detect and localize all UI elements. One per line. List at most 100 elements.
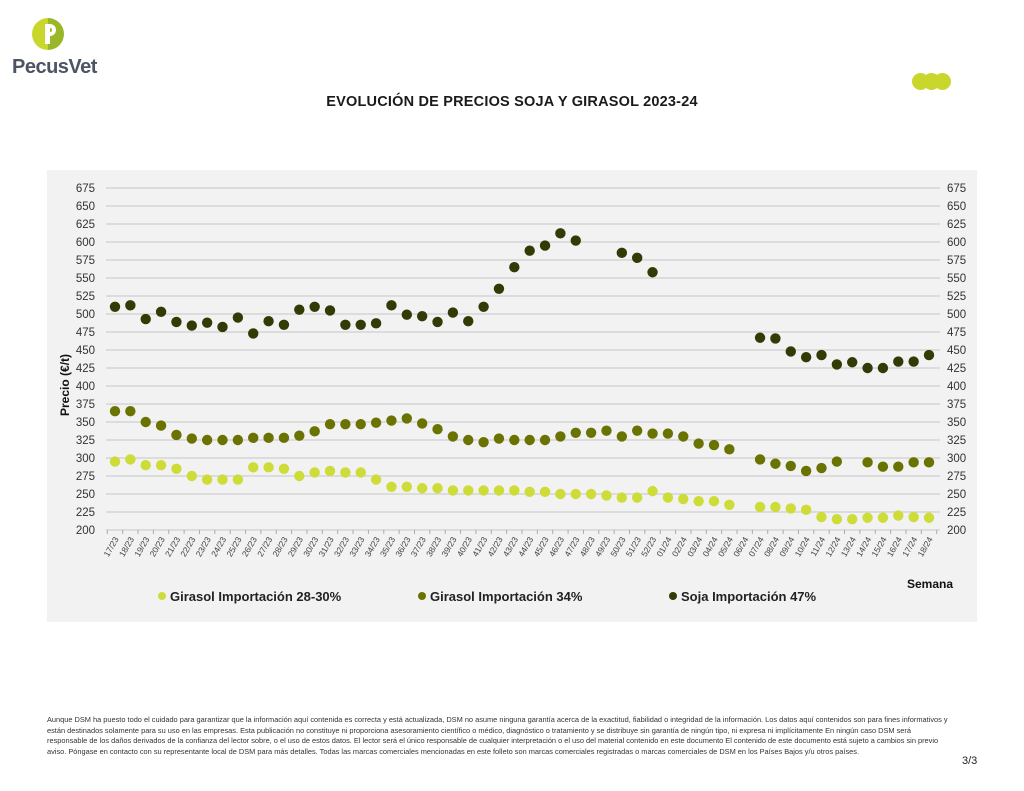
series-2 (109, 406, 935, 477)
y-tick-label: 550 (76, 273, 95, 285)
data-point (171, 316, 182, 328)
y-axis-left: 200 225 250 275 300 325 350 375 400 425 450 475 500 5… (76, 183, 95, 537)
y-tick-label-right: 675 (947, 183, 966, 195)
data-point (631, 252, 643, 264)
data-point (831, 456, 843, 467)
legend-label: Soja Importación 47% (681, 589, 817, 604)
data-point (478, 301, 489, 312)
data-point (877, 461, 889, 472)
data-point (355, 319, 366, 330)
data-point (616, 247, 628, 258)
data-point (232, 434, 244, 446)
data-point (386, 415, 397, 426)
data-point (217, 434, 228, 446)
logo-p-icon (32, 18, 64, 50)
x-tick-label: 10/24 (793, 535, 812, 559)
y-tick-label-right: 650 (947, 201, 966, 213)
y-tick-label: 250 (76, 489, 95, 501)
x-axis-label: Semana (907, 577, 953, 591)
data-point (816, 462, 827, 474)
data-point (785, 460, 796, 472)
y-tick-label-right: 525 (947, 291, 966, 303)
data-point (278, 463, 290, 474)
data-point (555, 431, 566, 442)
x-axis: 17/2318/2319/2320/2321/2322/2323/2324/23… (101, 530, 938, 559)
legend: Girasol Importación 28-30% Girasol Import… (158, 589, 817, 604)
data-point (478, 485, 489, 496)
data-point (248, 462, 259, 473)
data-point (155, 306, 167, 318)
data-point (893, 510, 904, 521)
decorative-dots-icon (912, 73, 962, 91)
data-point (140, 313, 151, 325)
data-point (862, 512, 873, 523)
data-point (908, 511, 919, 523)
data-point (263, 432, 274, 444)
data-point (201, 474, 213, 485)
data-point (401, 309, 413, 320)
data-point (478, 436, 489, 448)
legend-label: Girasol Importación 34% (430, 589, 583, 604)
y-tick-label-right: 550 (947, 273, 966, 285)
y-tick-label: 525 (76, 291, 95, 303)
data-point (309, 467, 320, 478)
data-point (370, 474, 382, 485)
data-point (155, 420, 167, 431)
data-point (309, 301, 320, 312)
data-point (416, 310, 428, 322)
y-tick-label-right: 300 (947, 453, 966, 465)
data-point (509, 485, 520, 496)
data-point (340, 418, 351, 430)
data-point (601, 490, 612, 501)
y-tick-label: 575 (76, 255, 95, 267)
y-tick-label-right: 500 (947, 309, 966, 321)
y-tick-label: 625 (76, 219, 95, 231)
series-1 (109, 454, 935, 525)
data-point (923, 457, 935, 468)
data-point (263, 316, 274, 327)
data-point (109, 301, 121, 312)
data-point (601, 425, 612, 436)
data-point (570, 427, 581, 438)
data-point (831, 359, 843, 370)
data-point (631, 425, 643, 436)
data-point (294, 430, 305, 441)
data-point (370, 318, 382, 329)
data-point (923, 512, 935, 523)
data-point (340, 467, 351, 478)
y-tick-label-right: 250 (947, 489, 966, 501)
data-point (647, 267, 658, 278)
data-point (416, 483, 428, 494)
data-point (432, 424, 443, 435)
data-point (708, 439, 720, 451)
data-point (324, 305, 336, 316)
pecusvet-logo: PecusVet (10, 18, 100, 82)
data-point (708, 496, 720, 507)
data-point (386, 481, 397, 492)
y-tick-label-right: 200 (947, 525, 966, 537)
data-point (847, 357, 858, 368)
data-point (785, 346, 796, 357)
data-point (294, 470, 305, 482)
data-point (463, 485, 474, 496)
data-point (171, 429, 182, 441)
y-tick-label: 500 (76, 309, 95, 321)
legend-label: Girasol Importación 28-30% (170, 589, 342, 604)
y-tick-label: 350 (76, 417, 95, 429)
disclaimer-text: Aunque DSM ha puesto todo el cuidado par… (47, 715, 948, 756)
y-tick-label: 475 (76, 327, 95, 339)
data-point (355, 467, 366, 478)
data-point (432, 483, 443, 494)
y-tick-label-right: 475 (947, 327, 966, 339)
data-point (770, 501, 781, 513)
data-point (355, 418, 366, 430)
data-point (278, 432, 290, 444)
data-point (616, 431, 628, 442)
price-chart: 200 225 250 275 300 325 350 375 400 425 450 475 500 5… (58, 183, 966, 604)
page-number: 3/3 (962, 755, 978, 767)
data-point (800, 465, 812, 477)
data-point (309, 426, 320, 437)
y-tick-label-right: 600 (947, 237, 966, 249)
data-point (263, 462, 274, 473)
data-point (509, 434, 520, 446)
